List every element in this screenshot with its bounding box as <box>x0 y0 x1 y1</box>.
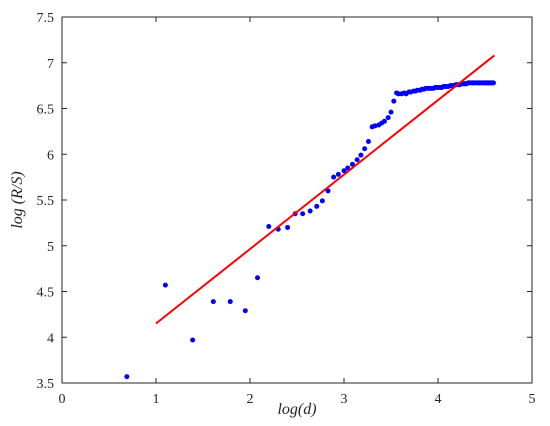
data-point <box>162 282 168 288</box>
y-axis-title: log (R/S) <box>9 171 26 228</box>
data-point <box>300 211 306 217</box>
data-point <box>227 299 233 305</box>
y-tick-label: 6.5 <box>37 103 55 118</box>
data-point <box>365 138 371 144</box>
regression-line <box>155 54 496 325</box>
data-point <box>255 275 261 281</box>
x-tick-label: 0 <box>59 392 66 407</box>
data-point <box>319 198 325 204</box>
y-tick-label: 6 <box>47 148 54 163</box>
y-tick-label: 5 <box>47 240 54 255</box>
data-point <box>335 171 341 177</box>
data-point <box>345 165 351 171</box>
y-tick-label: 3.5 <box>37 377 55 392</box>
x-tick-label: 2 <box>247 392 254 407</box>
data-point <box>266 224 272 230</box>
x-axis-title: log(d) <box>277 401 316 418</box>
data-point <box>242 308 248 314</box>
data-point <box>385 115 391 121</box>
y-tick-label: 7.5 <box>37 11 55 26</box>
x-tick-label: 1 <box>153 392 160 407</box>
data-point <box>190 337 196 343</box>
x-tick-label: 3 <box>341 392 348 407</box>
data-point <box>388 109 394 115</box>
data-point <box>124 374 130 380</box>
data-point <box>358 152 364 158</box>
data-point <box>285 224 291 230</box>
data-point <box>381 118 387 124</box>
data-layer <box>124 54 496 380</box>
y-tick-label: 4.5 <box>37 286 55 301</box>
data-point <box>490 80 496 86</box>
y-axis: 3.5 4 4.5 5 5.5 6 6.5 7 7.5 <box>37 11 532 392</box>
data-point <box>354 157 360 163</box>
y-tick-label: 5.5 <box>37 194 55 209</box>
data-point <box>391 98 397 104</box>
data-point <box>210 299 216 305</box>
x-axis: 0 1 2 3 4 5 <box>59 17 536 407</box>
y-tick-label: 7 <box>47 57 54 72</box>
data-point <box>372 123 378 129</box>
data-point <box>331 174 337 180</box>
y-tick-label: 4 <box>47 331 54 346</box>
data-point <box>325 188 331 194</box>
data-point <box>349 161 355 167</box>
data-point <box>341 168 347 174</box>
data-point <box>314 203 320 209</box>
data-point <box>362 146 368 152</box>
plot-background <box>62 17 532 383</box>
x-tick-label: 5 <box>529 392 536 407</box>
data-point <box>307 208 313 214</box>
x-tick-label: 4 <box>435 392 442 407</box>
